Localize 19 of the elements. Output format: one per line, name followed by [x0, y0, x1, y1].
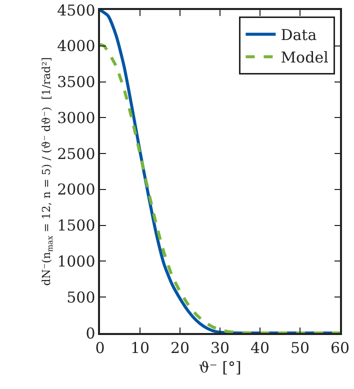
y-tick-label: 3500: [57, 73, 96, 92]
legend-label: Data: [280, 26, 317, 44]
x-tick-label: 10: [130, 338, 150, 357]
x-tick-label: 20: [170, 338, 190, 357]
y-tick-label: 4500: [57, 1, 96, 20]
y-tick-label: 1000: [57, 252, 96, 270]
x-tick-label: 40: [250, 338, 270, 357]
y-tick-label: 2000: [57, 180, 96, 199]
x-tick-label: 60: [330, 338, 350, 357]
x-tick-label: 50: [290, 338, 310, 357]
y-tick-label: 0: [86, 324, 96, 342]
x-tick-label: 30: [210, 338, 230, 357]
y-tick-label: 500: [66, 288, 96, 306]
legend-label: Model: [280, 48, 329, 67]
y-tick-label: 3000: [57, 108, 96, 127]
y-tick-label: 1500: [57, 216, 96, 235]
y-tick-label: 2500: [57, 144, 96, 163]
y-tick-label: 4000: [57, 37, 96, 56]
x-axis-title: ϑ⁻ [°]: [198, 358, 242, 376]
